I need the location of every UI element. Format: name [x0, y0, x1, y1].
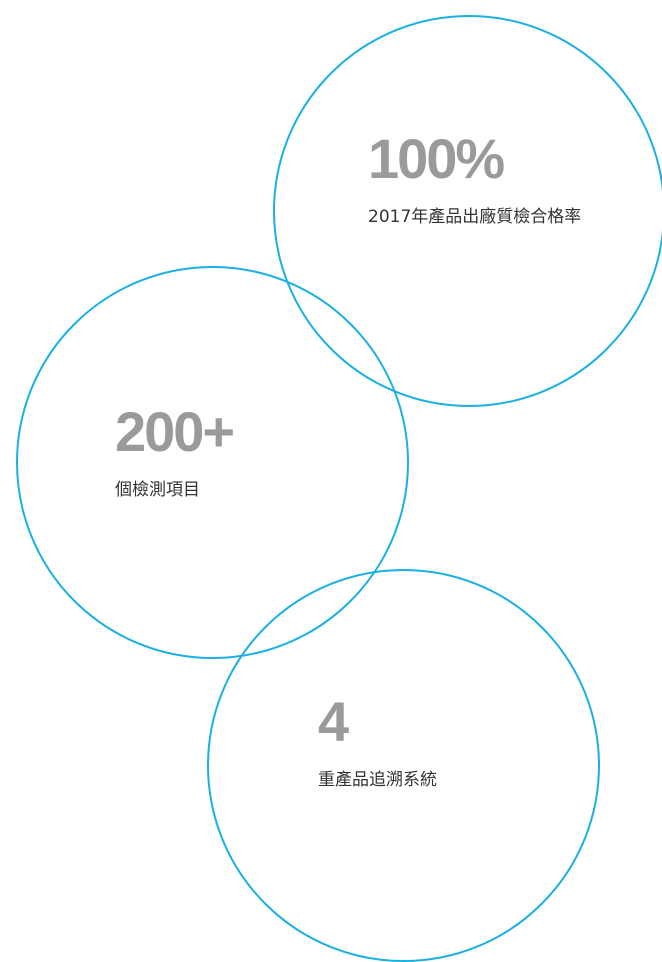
stat-value: 200+ — [115, 400, 235, 463]
stat-caption: 2017年產品出廠質檢合格率 — [368, 207, 582, 227]
stat-inspection-items: 200+ 個檢測項目 — [115, 404, 355, 504]
stat-value: 4 — [318, 690, 349, 753]
circle-outline — [16, 266, 409, 659]
stat-value: 100% — [368, 127, 505, 190]
circle-outline — [273, 15, 662, 407]
stat-traceability-systems: 4 重產品追溯系統 — [318, 694, 558, 794]
stat-caption: 重產品追溯系統 — [318, 770, 437, 790]
stat-quality-pass-rate: 100% 2017年產品出廠質檢合格率 — [368, 131, 598, 231]
stat-caption: 個檢測項目 — [115, 480, 200, 500]
